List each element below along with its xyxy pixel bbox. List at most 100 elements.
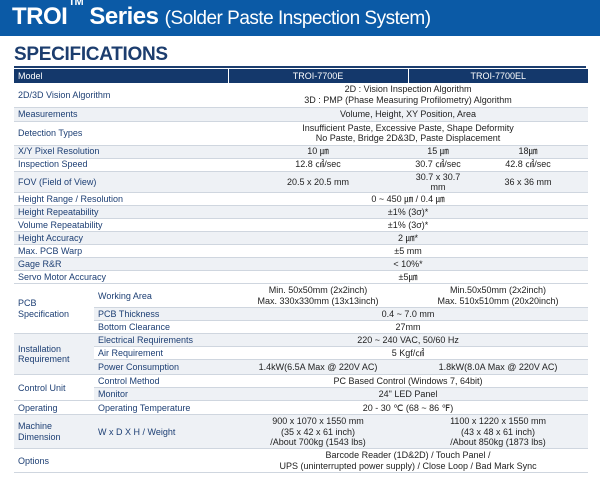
- value-line: 900 x 1070 x 1550 mm: [272, 416, 364, 427]
- brand-name: TROI: [12, 3, 68, 30]
- value-line: (35 x 42 x 61 inch): [280, 426, 356, 437]
- sub-label: Working Area: [94, 283, 229, 309]
- row-label: Measurements: [14, 107, 229, 122]
- table-row: Height Accuracy 2 ㎛*: [14, 231, 589, 246]
- table-row: Detection Types Insufficient Paste, Exce…: [14, 121, 589, 146]
- value-line: Min. 50x50mm (2x2inch): [268, 285, 368, 296]
- row-value: 20 - 30 ℃ (68 ~ 86 ℉): [228, 400, 589, 416]
- header-row: Model TROI-7700E TROI-7700EL: [14, 69, 589, 83]
- table-row: Measurements Volume, Height, XY Position…: [14, 107, 589, 122]
- sub-label: Monitor: [94, 387, 229, 402]
- row-value: Barcode Reader (1D&2D) / Touch Panel / UP…: [228, 448, 589, 474]
- value-7700el: 1100 x 1220 x 1550 mm (43 x 48 x 61 inch)…: [408, 414, 589, 450]
- table-row: Height Repeatability ±1% (3σ)*: [14, 205, 589, 220]
- value-line: Insufficient Paste, Excessive Paste, Sha…: [302, 122, 514, 133]
- table-row: FOV (Field of View) 20.5 x 20.5 mm 30.7 …: [14, 171, 589, 194]
- value-15um: 30.7 ㎠/sec: [408, 158, 469, 172]
- group-label-machine: Machine Dimension: [14, 414, 94, 450]
- value-10um: 20.5 x 20.5 mm: [228, 171, 409, 194]
- group-label-installation: Installation Requirement: [14, 333, 94, 376]
- table-row: Volume Repeatability ±1% (3σ)*: [14, 218, 589, 233]
- value-10um: 10 ㎛: [228, 145, 409, 159]
- table-row: Servo Motor Accuracy ±5㎛: [14, 270, 589, 285]
- row-label: X/Y Pixel Resolution: [14, 145, 229, 159]
- section-title: SPECIFICATIONS: [14, 44, 168, 65]
- row-label: Height Repeatability: [14, 205, 229, 220]
- value-line: UPS (uninterrupted power supply) / Close…: [279, 460, 537, 471]
- model-7700e: TROI-7700E: [227, 69, 409, 83]
- value-7700e: Min. 50x50mm (2x2inch) Max. 330x330mm (13…: [228, 283, 409, 309]
- row-value: 27mm: [228, 320, 589, 335]
- table-row: PCB Specification Working Area Min. 50x5…: [14, 283, 589, 335]
- model-7700el: TROI-7700EL: [407, 69, 589, 83]
- value-line: /About 700kg (1543 lbs): [270, 436, 366, 447]
- value-line: Barcode Reader (1D&2D) / Touch Panel /: [325, 450, 491, 461]
- row-value: PC Based Control (Windows 7, 64bit): [228, 374, 589, 389]
- table-row: Monitor 24" LED Panel: [14, 387, 589, 402]
- row-label: Options: [14, 448, 229, 474]
- row-value: 2D : Vision Inspection Algorithm 3D : PMP…: [228, 83, 589, 108]
- sub-label: Air Requirement: [94, 346, 229, 361]
- trademark: TM: [68, 0, 84, 8]
- value-18um: 42.8 ㎠/sec: [468, 158, 589, 172]
- value-line: (43 x 48 x 61 inch): [460, 426, 536, 437]
- table-row: Max. PCB Warp ±5 mm: [14, 244, 589, 259]
- table-row: Inspection Speed 12.8 ㎠/sec 30.7 ㎠/sec 4…: [14, 158, 589, 172]
- table-row: Machine Dimension W x D X H / Weight 900…: [14, 414, 589, 450]
- sub-label: Bottom Clearance: [94, 320, 229, 335]
- group-label-pcb: PCB Specification: [14, 283, 94, 335]
- row-label: Max. PCB Warp: [14, 244, 229, 259]
- value-line: /About 850kg (1873 lbs): [450, 436, 546, 447]
- value-line: 3D : PMP (Phase Measuring Profilometry) …: [304, 94, 512, 105]
- row-label: Servo Motor Accuracy: [14, 270, 229, 285]
- value-line: 2D : Vision Inspection Algorithm: [344, 84, 472, 95]
- row-label: Gage R&R: [14, 257, 229, 272]
- sub-label: Operating Temperature: [94, 400, 229, 416]
- group-label-control: Control Unit: [14, 374, 94, 402]
- table-row: Power Consumption 1.4kW(6.5A Max @ 220V …: [14, 359, 589, 376]
- row-value: < 10%*: [228, 257, 589, 272]
- row-value: 0.4 ~ 7.0 mm: [228, 307, 589, 322]
- value-7700e: 1.4kW(6.5A Max @ 220V AC): [228, 359, 409, 376]
- value-line: Max. 330x330mm (13x13inch): [257, 295, 379, 306]
- table-row: PCB Thickness 0.4 ~ 7.0 mm: [14, 307, 589, 322]
- sub-label: Control Method: [94, 374, 229, 389]
- value-18um: 18㎛: [468, 145, 589, 159]
- row-value: ±5 mm: [228, 244, 589, 259]
- spec-table-wrap: Model TROI-7700E TROI-7700EL 2D/3D Visio…: [14, 69, 589, 474]
- row-label: Detection Types: [14, 121, 229, 146]
- table-row: Operating Operating Temperature 20 - 30 …: [14, 400, 589, 416]
- value-15um: 15 ㎛: [408, 145, 469, 159]
- row-value: 220 ~ 240 VAC, 50/60 Hz: [228, 333, 589, 348]
- table-row: Bottom Clearance 27mm: [14, 320, 589, 335]
- value-7700el: 1.8kW(8.0A Max @ 220V AC): [408, 359, 589, 376]
- row-value: ±5㎛: [228, 270, 589, 285]
- table-row: Height Range / Resolution 0 ~ 450 ㎛ / 0.…: [14, 192, 589, 207]
- value-18um: 36 x 36 mm: [468, 171, 589, 194]
- spec-table: Model TROI-7700E TROI-7700EL 2D/3D Visio…: [14, 69, 589, 474]
- subtitle: (Solder Paste Inspection System): [164, 8, 431, 29]
- table-row: Installation Requirement Electrical Requ…: [14, 333, 589, 376]
- table-row: Options Barcode Reader (1D&2D) / Touch P…: [14, 448, 589, 474]
- row-label: FOV (Field of View): [14, 171, 229, 194]
- row-value: ±1% (3σ)*: [228, 205, 589, 220]
- table-row: 2D/3D Vision Algorithm 2D : Vision Inspe…: [14, 83, 589, 108]
- row-label: 2D/3D Vision Algorithm: [14, 83, 229, 108]
- value-10um: 12.8 ㎠/sec: [228, 158, 409, 172]
- row-value: 0 ~ 450 ㎛ / 0.4 ㎛: [228, 192, 589, 207]
- title-banner: TROITM Series (Solder Paste Inspection S…: [0, 0, 600, 36]
- sub-label: Electrical Requirements: [94, 333, 229, 348]
- row-label: Height Accuracy: [14, 231, 229, 246]
- row-value: ±1% (3σ)*: [228, 218, 589, 233]
- value-line: No Paste, Bridge 2D&3D, Paste Displaceme…: [315, 133, 501, 143]
- model-header: Model: [14, 69, 229, 83]
- row-value: 2 ㎛*: [228, 231, 589, 246]
- row-value: 5 Kgf/㎠: [228, 346, 589, 361]
- series-word: Series: [83, 3, 159, 30]
- table-row: Control Unit Control Method PC Based Con…: [14, 374, 589, 402]
- row-value: 24" LED Panel: [228, 387, 589, 402]
- sub-label: PCB Thickness: [94, 307, 229, 322]
- value-line: Min.50x50mm (2x2inch): [449, 285, 547, 296]
- row-value: Insufficient Paste, Excessive Paste, Sha…: [228, 121, 589, 146]
- value-line: Max. 510x510mm (20x20inch): [437, 295, 559, 306]
